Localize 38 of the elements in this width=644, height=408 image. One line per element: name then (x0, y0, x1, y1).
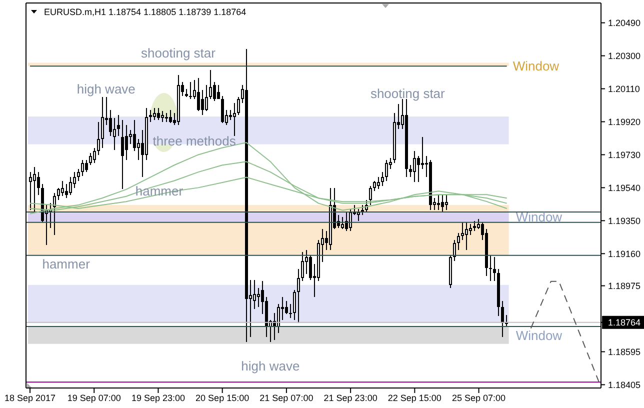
x-tick-label: 19 Sep 23:00 (131, 393, 186, 403)
annotation: shooting star (370, 86, 446, 102)
y-tick-label: 1.19730 (608, 150, 641, 160)
y-tick-label: 1.19160 (608, 248, 641, 259)
candlestick (489, 254, 492, 282)
x-tick-label: 25 Sep 07:00 (452, 393, 506, 403)
y-tick-label: 1.18595 (608, 346, 641, 357)
y-tick-label: 1.18405 (608, 380, 641, 390)
chart-title: EURUSD.m,H1 1.18754 1.18805 1.18739 1.18764 (44, 7, 246, 17)
y-tick-label: 1.20300 (608, 50, 641, 61)
x-tick-label: 19 Sep 07:00 (67, 393, 121, 403)
candlestick (125, 124, 128, 160)
x-tick-label: 18 Sep 2017 (4, 393, 56, 403)
candlestick (233, 102, 236, 136)
annotation: high wave (241, 358, 300, 374)
y-tick-label: 1.19540 (608, 182, 641, 193)
candlestick (297, 268, 300, 324)
candlestick (101, 96, 104, 148)
candlestick (121, 120, 124, 190)
y-tick-label: 1.19920 (608, 116, 641, 127)
ref-line-label: Window (512, 58, 560, 74)
candlestick (245, 48, 248, 342)
x-tick-label: 20 Sep 15:00 (196, 393, 250, 403)
y-tick-label: 1.18975 (608, 280, 641, 291)
x-tick-label: 21 Sep 07:00 (260, 393, 314, 403)
band-label: Window (516, 328, 563, 343)
x-tick-label: 22 Sep 15:00 (388, 393, 442, 403)
annotation: three methods (152, 134, 236, 149)
candlestick (113, 118, 116, 150)
y-tick-label: 1.20110 (608, 84, 640, 94)
y-tick-label: 1.18764 (608, 318, 641, 328)
annotation: hammer (42, 256, 91, 272)
annotation: shooting star (141, 46, 216, 61)
y-tick-label: 1.20490 (608, 18, 641, 28)
x-tick-label: 21 Sep 23:00 (324, 393, 378, 403)
y-tick-label: 1.19350 (608, 216, 641, 226)
band-label: Window (516, 210, 563, 225)
annotation: high wave (76, 81, 136, 96)
